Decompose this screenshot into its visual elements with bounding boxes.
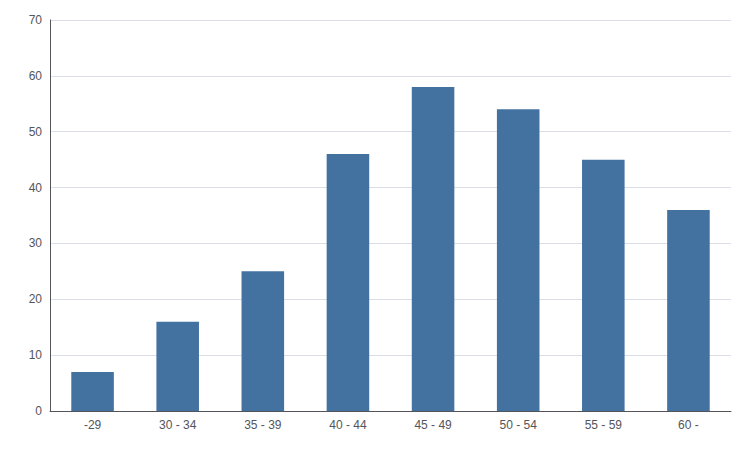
svg-text:30 - 34: 30 - 34 [159, 418, 197, 432]
svg-text:60 -: 60 - [678, 418, 699, 432]
svg-text:0: 0 [35, 404, 42, 418]
svg-text:40 - 44: 40 - 44 [329, 418, 367, 432]
svg-text:45 - 49: 45 - 49 [414, 418, 452, 432]
svg-text:50: 50 [29, 125, 43, 139]
svg-text:55 - 59: 55 - 59 [585, 418, 623, 432]
svg-text:-29: -29 [84, 418, 102, 432]
svg-text:10: 10 [29, 348, 43, 362]
svg-text:60: 60 [29, 69, 43, 83]
svg-text:40: 40 [29, 181, 43, 195]
svg-text:20: 20 [29, 292, 43, 306]
svg-text:35 - 39: 35 - 39 [244, 418, 282, 432]
svg-text:70: 70 [29, 13, 43, 27]
svg-text:50 - 54: 50 - 54 [500, 418, 538, 432]
svg-text:30: 30 [29, 236, 43, 250]
